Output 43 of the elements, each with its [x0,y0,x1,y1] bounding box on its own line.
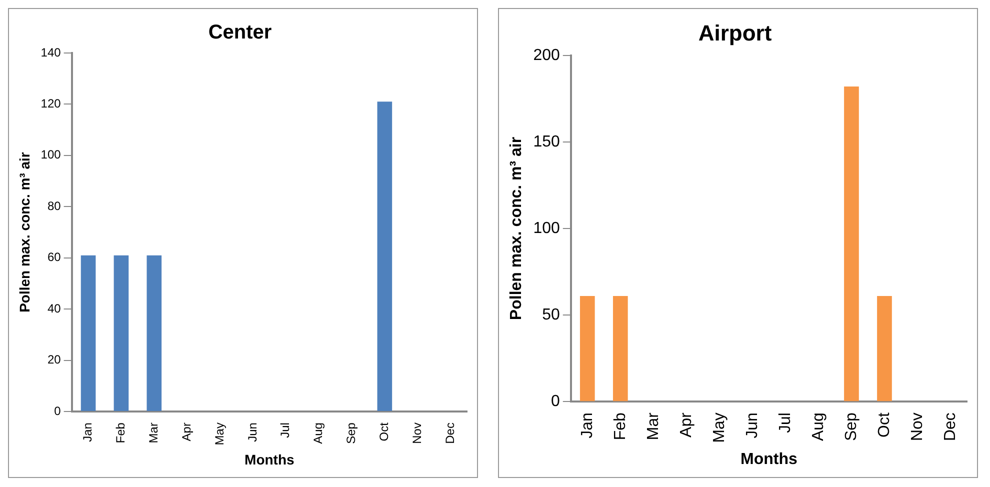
x-tick-label: Mar [644,412,662,440]
x-tick-label: Apr [179,422,194,442]
y-tick-label: 200 [533,46,560,64]
x-tick-label: Jun [744,412,761,438]
y-tick-label: 20 [47,352,62,367]
x-tick-label: May [710,412,728,443]
chart-title: Airport [698,20,772,46]
y-axis-title: Pollen max. conc. m³ air [16,152,32,312]
y-tick-label: 80 [47,198,62,213]
x-tick-label: Jul [776,412,794,434]
y-tick-label: 60 [47,250,62,264]
y-tick-label: 100 [40,148,62,162]
y-tick-label: 140 [40,45,62,60]
x-tick-label: Feb [114,422,128,444]
x-tick-label: Jan [80,422,95,442]
x-tick-label: Jan [578,412,596,438]
x-tick-label: Jul [278,422,292,438]
x-tick-label: Apr [678,412,695,438]
x-tick-label: Nov [908,412,926,442]
y-tick-label: 50 [542,306,560,324]
y-tick-label: 0 [54,404,62,418]
x-tick-label: May [212,422,226,446]
x-tick-label: Sep [344,422,358,444]
x-tick-label: Dec [942,412,959,442]
x-axis-title: Months [244,451,295,468]
x-tick-label: Aug [810,412,827,442]
x-tick-label: Sep [842,412,860,442]
x-tick-label: Oct [876,412,893,438]
x-tick-label: Aug [311,422,326,444]
y-tick-label: 150 [533,133,560,150]
x-tick-label: Nov [410,422,424,444]
y-tick-label: 120 [40,96,62,111]
chart-title: Center [208,22,272,44]
x-tick-label: Dec [442,422,457,444]
y-tick-label: 100 [533,220,560,237]
x-tick-label: Jun [245,422,260,442]
x-tick-label: Mar [146,422,160,444]
y-tick-label: 0 [550,392,560,410]
x-axis-title: Months [740,450,798,468]
x-tick-label: Feb [612,412,629,440]
x-tick-label: Oct [376,422,391,442]
y-tick-label: 40 [47,301,62,316]
y-axis-title: Pollen max. conc. m³ air [508,136,526,320]
